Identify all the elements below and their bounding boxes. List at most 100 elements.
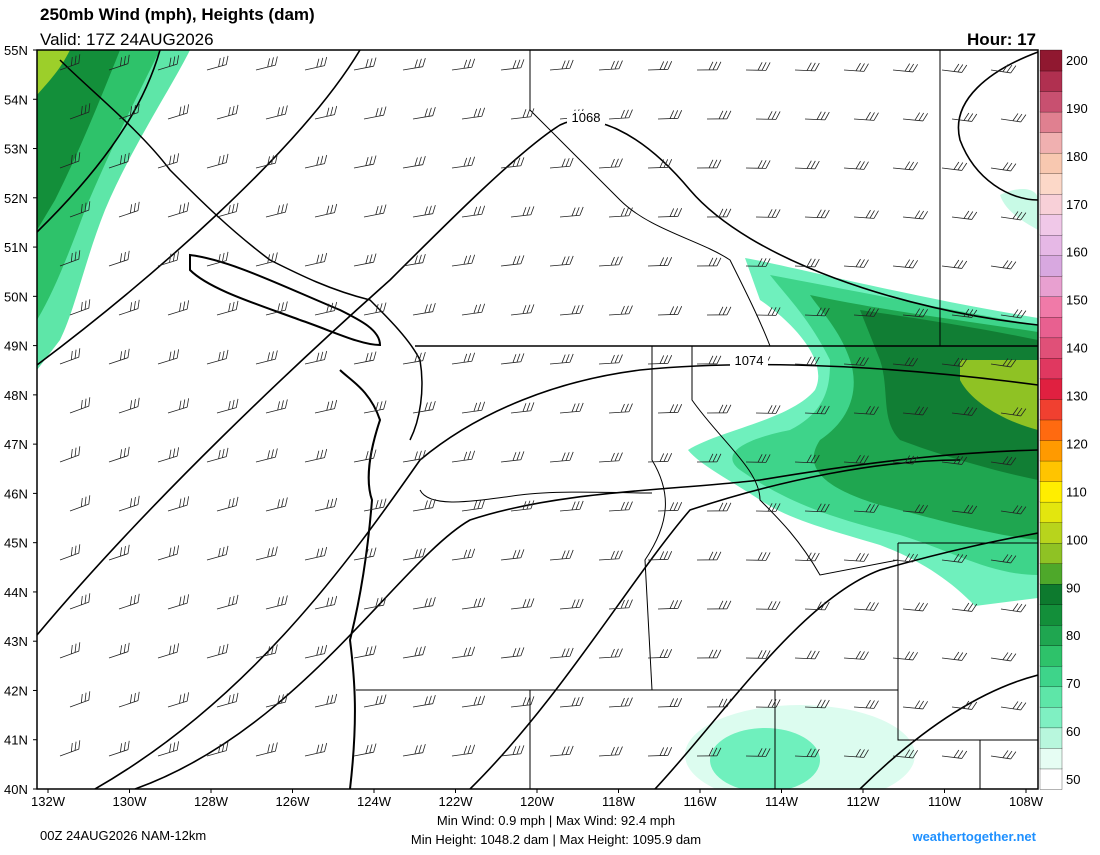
barb-shaft (549, 549, 574, 561)
barb-shaft (892, 651, 918, 661)
wind-barb (510, 402, 535, 414)
wind-barb (451, 646, 476, 659)
wind-barb (902, 112, 928, 122)
wind-barb (157, 447, 180, 463)
barb-shaft (59, 250, 81, 267)
wind-barb (902, 602, 928, 612)
barb-shaft (696, 159, 722, 169)
map: 1068 1074 (36, 49, 1039, 790)
lon-label: 130W (113, 794, 148, 809)
barb-shaft (941, 651, 968, 661)
barb-shaft (510, 402, 535, 414)
wind-barb (353, 645, 377, 659)
wind-barb (696, 61, 722, 71)
wind-barb (794, 62, 820, 72)
barb-shaft (265, 693, 288, 708)
wind-barb (696, 159, 722, 169)
barb-shaft (304, 252, 328, 267)
wind-barb (902, 308, 928, 318)
wind-barb (755, 503, 781, 512)
wind-barb (853, 111, 879, 121)
wind-barb (696, 551, 722, 561)
colorbar-swatch (1039, 521, 1063, 544)
barb-shaft (657, 208, 683, 218)
wind-barb (157, 55, 180, 71)
lat-label: 42N (4, 683, 28, 698)
wind-barb (363, 400, 387, 414)
barb-shaft (118, 299, 140, 316)
wind-barb (304, 154, 328, 169)
wind-barb (549, 59, 574, 71)
barb-shaft (990, 358, 1017, 368)
barb-shaft (500, 157, 525, 169)
wind-barb (647, 453, 673, 463)
colorbar-swatch (1039, 111, 1063, 133)
wind-barb (216, 594, 239, 610)
lat-label: 52N (4, 191, 28, 206)
wind-barb (167, 202, 190, 218)
wind-barb (990, 260, 1017, 270)
colorbar-swatch (1039, 296, 1063, 318)
wind-barb (69, 495, 91, 512)
wind-barb (892, 161, 918, 171)
wind-barb (657, 208, 683, 218)
barb-shaft (461, 499, 486, 512)
lon-label: 116W (684, 794, 718, 809)
barb-shaft (696, 551, 722, 561)
lat-label: 46N (4, 486, 28, 501)
wind-barb (461, 107, 486, 120)
barb-shaft (647, 257, 673, 267)
barb-shaft (363, 400, 387, 414)
wind-barb (902, 406, 928, 416)
wind-barb (265, 105, 288, 120)
wind-barb (598, 550, 623, 561)
lat-label: 50N (4, 289, 28, 304)
barb-shaft (363, 302, 387, 316)
lat-label: 48N (4, 388, 28, 403)
barb-shaft (461, 401, 486, 414)
wind-barb (314, 203, 338, 218)
barb-shaft (500, 59, 525, 71)
barb-shaft (902, 602, 928, 612)
barb-shaft (265, 203, 288, 218)
barb-shaft (69, 201, 91, 218)
barb-shaft (598, 746, 623, 757)
wind-barb (794, 356, 820, 366)
barb-shaft (598, 60, 623, 71)
wind-barb (314, 399, 338, 414)
wind-barb (794, 650, 820, 660)
barb-shaft (794, 454, 820, 464)
barb-shaft (167, 594, 190, 610)
wind-barb (216, 398, 239, 414)
wind-barb (853, 307, 879, 317)
site-credit[interactable]: weathertogether.net (911, 829, 1036, 844)
barb-shaft (363, 694, 387, 708)
barb-shaft (549, 647, 574, 659)
wind-barb (304, 350, 328, 365)
wind-barb (265, 301, 288, 316)
barb-shaft (755, 111, 781, 120)
barb-shaft (706, 306, 732, 316)
barb-shaft (363, 596, 387, 610)
barb-shaft (1000, 211, 1027, 221)
model-run: 00Z 24AUG2026 NAM-12km (40, 828, 206, 843)
barb-shaft (892, 749, 918, 759)
barb-shaft (255, 252, 278, 267)
wind-barb (451, 548, 476, 561)
colorbar-label: 50 (1066, 772, 1080, 787)
wind-barb (304, 742, 328, 757)
barb-shaft (451, 548, 476, 561)
barb-shaft (59, 54, 81, 71)
lat-label: 47N (4, 437, 28, 452)
wind-barb (1000, 113, 1027, 123)
barb-shaft (206, 545, 229, 561)
lat-labels: 55N 54N 53N 52N 51N 50N 49N 48N 47N 46N 45N 44N 43N 4… (4, 43, 37, 797)
wind-barb (412, 499, 436, 512)
wind-barb (706, 404, 732, 414)
barb-shaft (216, 300, 239, 316)
barb-shaft (510, 108, 535, 120)
wind-barb (451, 352, 476, 365)
barb-shaft (69, 691, 91, 708)
barb-shaft (59, 544, 81, 561)
lat-label: 43N (4, 634, 28, 649)
